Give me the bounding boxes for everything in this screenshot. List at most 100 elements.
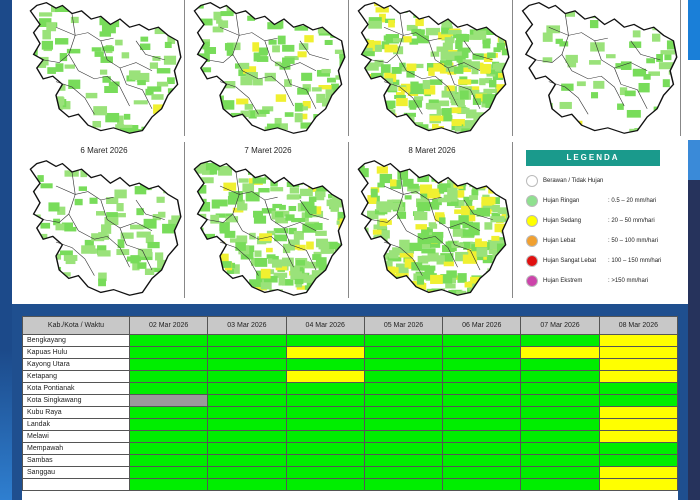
- rain-cell: [399, 123, 409, 132]
- rain-cell: [370, 256, 381, 263]
- rain-cell: [240, 124, 251, 130]
- rain-cell: [194, 265, 203, 273]
- rain-cell: [480, 168, 490, 178]
- rain-cell: [505, 223, 509, 231]
- district-forecast-table: Kab./Kota / Waktu 02 Mar 2026 03 Mar 2026 0…: [22, 316, 679, 491]
- rain-cell: [338, 268, 345, 277]
- rain-cell: [225, 216, 239, 223]
- rain-cell: [468, 214, 476, 222]
- rain-cell: [508, 11, 509, 21]
- rain-cell: [177, 235, 181, 244]
- rainfall-map-7: 8 Maret 2026: [352, 142, 513, 298]
- legend-label: Hujan Lebat: [543, 238, 576, 244]
- rain-cell: [388, 292, 397, 296]
- rain-cell: [456, 290, 467, 296]
- rain-cell: [462, 229, 475, 237]
- rain-cell: [112, 212, 126, 218]
- header-date: 08 Mar 2026: [598, 316, 679, 335]
- rain-cell: [325, 11, 337, 22]
- legend-item: Hujan Sedang: 20 – 50 mm/hari: [524, 214, 680, 230]
- rain-cell: [316, 93, 326, 103]
- forecast-cell: [598, 334, 679, 347]
- rain-cell: [502, 119, 509, 128]
- rain-cell: [371, 101, 386, 109]
- district-boundary: [55, 81, 95, 115]
- rain-cell: [384, 252, 393, 260]
- rain-cell: [123, 13, 132, 20]
- rain-cell: [397, 207, 405, 212]
- rain-cell: [458, 215, 470, 225]
- district-name: Landak: [22, 418, 130, 431]
- rain-cell: [464, 120, 477, 129]
- rain-cell: [315, 190, 326, 198]
- district-name: Ketapang: [22, 370, 130, 383]
- rain-cell: [482, 94, 497, 104]
- rain-cell: [39, 12, 53, 17]
- rain-cell: [587, 131, 595, 134]
- rain-cell: [172, 8, 181, 15]
- rain-cell: [333, 168, 345, 177]
- rain-cell: [438, 183, 451, 193]
- district-boundary: [283, 67, 317, 109]
- rain-cell: [339, 135, 348, 136]
- rain-cell: [387, 266, 396, 275]
- forecast-cell: [520, 394, 600, 407]
- rain-cell: [343, 123, 345, 129]
- rain-cell: [384, 72, 397, 82]
- rain-cell: [482, 254, 493, 264]
- rain-cell: [442, 166, 457, 175]
- rain-cell: [149, 62, 159, 69]
- table-row: Sambas: [22, 454, 679, 467]
- rain-cell: [510, 233, 512, 239]
- district-name: Kubu Raya: [22, 406, 130, 419]
- rain-cell: [482, 38, 491, 44]
- rain-cell: [294, 278, 304, 285]
- rain-cell: [30, 107, 37, 114]
- rain-cell: [417, 202, 431, 212]
- rain-cell: [210, 95, 224, 101]
- rain-cell: [397, 124, 410, 131]
- forecast-cell: [598, 346, 679, 359]
- rain-cell: [561, 83, 574, 91]
- rain-cell: [327, 77, 336, 83]
- rain-cell: [484, 222, 493, 230]
- rain-cell: [441, 90, 456, 98]
- district-boundary: [447, 227, 481, 271]
- rain-cell: [300, 122, 313, 129]
- rain-cell: [152, 56, 161, 61]
- province-boundary: [193, 2, 346, 134]
- rain-cell: [469, 209, 480, 215]
- rain-cell: [654, 120, 662, 130]
- district-name: Sanggau: [22, 466, 130, 479]
- rain-cell: [406, 3, 419, 10]
- rain-cell: [369, 128, 382, 134]
- rain-cell: [399, 253, 414, 258]
- rain-cell: [324, 16, 337, 27]
- rain-cell: [363, 260, 375, 266]
- rain-cell: [481, 196, 496, 205]
- rain-cell: [204, 47, 217, 54]
- rain-cell: [522, 91, 529, 100]
- rain-cell: [247, 131, 255, 134]
- forecast-cell: [285, 358, 365, 371]
- rain-cell: [502, 174, 509, 181]
- rain-cell: [266, 123, 281, 130]
- rain-cell: [316, 186, 328, 192]
- legend-range: : 100 – 150 mm/hari: [608, 258, 662, 264]
- rain-cell: [372, 118, 386, 126]
- rain-cell: [374, 59, 384, 67]
- rain-cell: [406, 24, 418, 31]
- rain-cell: [137, 262, 147, 269]
- rain-cell: [666, 40, 676, 50]
- rain-cell: [406, 68, 415, 78]
- rain-cell: [340, 111, 345, 121]
- rain-cell: [80, 168, 88, 178]
- forecast-cell: [128, 430, 209, 443]
- rain-cell: [116, 249, 130, 256]
- rain-cell: [458, 86, 472, 95]
- forecast-cell: [520, 442, 600, 455]
- rain-cell: [236, 98, 249, 105]
- rain-cell: [282, 44, 295, 52]
- rain-cell: [337, 211, 345, 220]
- forecast-cell: [520, 334, 600, 347]
